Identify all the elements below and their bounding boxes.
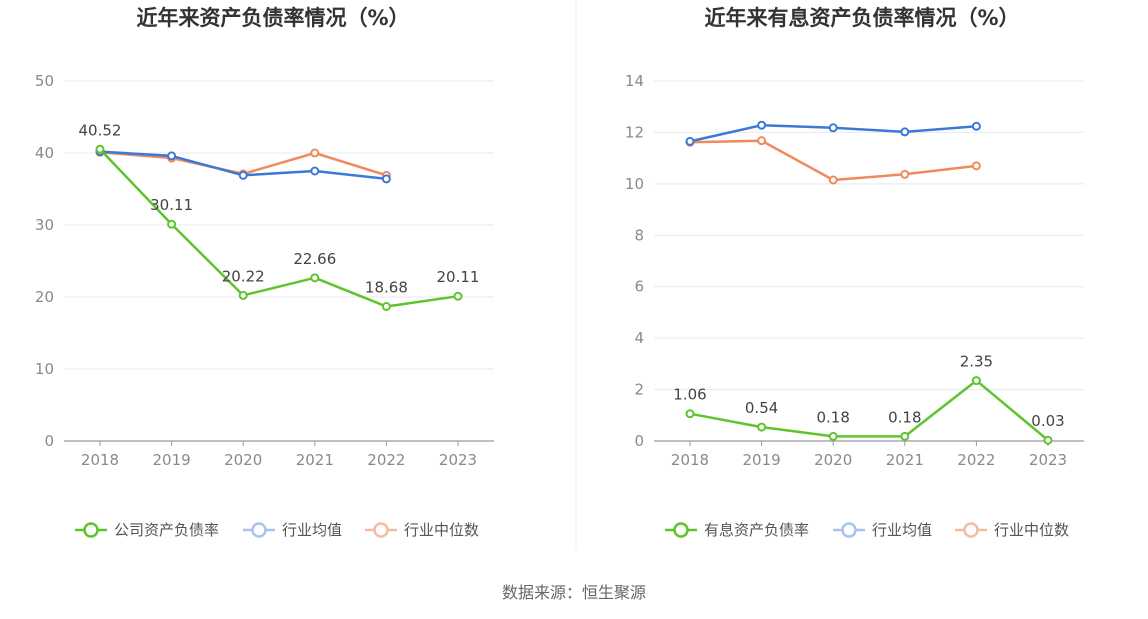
data-point bbox=[685, 136, 695, 146]
data-point bbox=[685, 409, 695, 419]
data-point bbox=[757, 120, 767, 130]
y-tick-label: 0 bbox=[634, 432, 644, 450]
x-tick-label: 2018 bbox=[671, 451, 709, 469]
data-point bbox=[381, 174, 391, 184]
x-tick-label: 2021 bbox=[886, 451, 924, 469]
chart-title: 近年来资产负债率情况（%） bbox=[136, 6, 409, 30]
legend-label: 行业中位数 bbox=[994, 521, 1069, 539]
y-tick-label: 50 bbox=[35, 72, 54, 90]
data-point bbox=[95, 144, 105, 154]
legend-item: 行业中位数 bbox=[365, 521, 479, 539]
data-point bbox=[757, 422, 767, 432]
data-point bbox=[900, 127, 910, 137]
data-label: 20.11 bbox=[437, 268, 480, 286]
asset-liability-ratio-chart: 近年来资产负债率情况（%） 0 10 20 30 40 50 2018 2019 2020 2021… bbox=[35, 6, 494, 539]
y-tick-label: 4 bbox=[634, 329, 644, 347]
data-point bbox=[971, 376, 981, 386]
data-point bbox=[828, 431, 838, 441]
data-label: 0.03 bbox=[1031, 412, 1064, 430]
legend-label: 行业均值 bbox=[282, 521, 342, 539]
legend-item: 行业中位数 bbox=[955, 521, 1069, 539]
data-label: 2.35 bbox=[960, 353, 993, 371]
y-tick-label: 12 bbox=[625, 123, 644, 141]
data-point bbox=[310, 148, 320, 158]
data-point bbox=[828, 123, 838, 133]
x-tick-label: 2020 bbox=[814, 451, 852, 469]
data-point bbox=[1043, 435, 1053, 445]
y-tick-label: 10 bbox=[35, 360, 54, 378]
data-label: 0.54 bbox=[745, 399, 778, 417]
data-point bbox=[900, 169, 910, 179]
data-point bbox=[971, 121, 981, 131]
legend-swatch-marker bbox=[841, 522, 857, 538]
data-point bbox=[381, 302, 391, 312]
data-label: 30.11 bbox=[150, 196, 193, 214]
data-point bbox=[757, 136, 767, 146]
y-tick-label: 14 bbox=[625, 72, 644, 90]
legend-swatch-marker bbox=[673, 522, 689, 538]
legend-swatch-marker bbox=[83, 522, 99, 538]
x-tick-label: 2022 bbox=[367, 451, 405, 469]
legend-swatch-marker bbox=[373, 522, 389, 538]
y-tick-label: 30 bbox=[35, 216, 54, 234]
data-point bbox=[453, 291, 463, 301]
data-point bbox=[900, 431, 910, 441]
data-label: 0.18 bbox=[888, 408, 921, 426]
legend-label: 行业均值 bbox=[872, 521, 932, 539]
x-tick-label: 2021 bbox=[296, 451, 334, 469]
legend-swatch-marker bbox=[251, 522, 267, 538]
x-tick-label: 2019 bbox=[153, 451, 191, 469]
data-point bbox=[238, 170, 248, 180]
data-point bbox=[238, 290, 248, 300]
data-point bbox=[167, 151, 177, 161]
data-point bbox=[971, 161, 981, 171]
data-label: 40.52 bbox=[79, 121, 122, 139]
chart-title: 近年来有息资产负债率情况（%） bbox=[704, 6, 1019, 30]
legend-item: 公司资产负债率 bbox=[75, 521, 219, 539]
series-line-有息资产负债率 bbox=[689, 379, 1049, 442]
data-point bbox=[310, 166, 320, 176]
data-point bbox=[310, 273, 320, 283]
x-tick-label: 2022 bbox=[957, 451, 995, 469]
x-tick-label: 2019 bbox=[743, 451, 781, 469]
y-tick-label: 10 bbox=[625, 175, 644, 193]
x-tick-label: 2020 bbox=[224, 451, 262, 469]
legend-item: 行业均值 bbox=[243, 521, 342, 539]
series-line-行业中位数 bbox=[689, 139, 977, 182]
y-tick-label: 6 bbox=[634, 278, 644, 296]
data-point bbox=[828, 175, 838, 185]
data-label: 18.68 bbox=[365, 279, 408, 297]
legend-item: 行业均值 bbox=[833, 521, 932, 539]
data-label: 0.18 bbox=[816, 408, 849, 426]
y-tick-label: 8 bbox=[634, 226, 644, 244]
legend-label: 有息资产负债率 bbox=[704, 521, 809, 539]
source-label: 数据来源：恒生聚源 bbox=[502, 583, 646, 602]
y-tick-label: 40 bbox=[35, 144, 54, 162]
data-label: 22.66 bbox=[293, 250, 336, 268]
interest-bearing-liability-ratio-chart: 近年来有息资产负债率情况（%） 0 2 4 6 8 10 12 14 2018 2019 2020 20… bbox=[625, 6, 1084, 539]
x-tick-label: 2023 bbox=[1029, 451, 1067, 469]
data-label: 20.22 bbox=[222, 267, 265, 285]
y-tick-label: 2 bbox=[634, 381, 644, 399]
data-label: 1.06 bbox=[673, 386, 706, 404]
legend-swatch-marker bbox=[963, 522, 979, 538]
x-tick-label: 2023 bbox=[439, 451, 477, 469]
legend-label: 公司资产负债率 bbox=[114, 521, 219, 539]
x-tick-label: 2018 bbox=[81, 451, 119, 469]
series-line-公司资产负债率 bbox=[99, 148, 459, 308]
y-tick-label: 20 bbox=[35, 288, 54, 306]
legend-item: 有息资产负债率 bbox=[665, 521, 809, 539]
data-point bbox=[167, 219, 177, 229]
legend-label: 行业中位数 bbox=[404, 521, 479, 539]
y-tick-label: 0 bbox=[44, 432, 54, 450]
